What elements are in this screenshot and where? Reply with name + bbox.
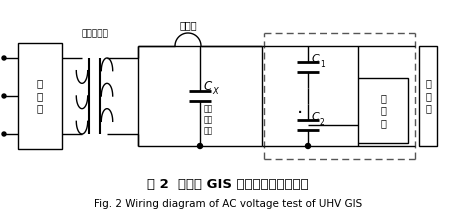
Text: C: C [312, 112, 320, 122]
Text: 励磁变压器: 励磁变压器 [81, 29, 108, 38]
Circle shape [305, 144, 310, 149]
Text: ·: · [297, 103, 303, 123]
Text: 试品
对地
电容: 试品 对地 电容 [204, 104, 213, 135]
Text: 图 2  特高压 GIS 交流耐压试验接线图: 图 2 特高压 GIS 交流耐压试验接线图 [147, 177, 309, 190]
Circle shape [2, 94, 6, 98]
Text: 电抗器: 电抗器 [179, 20, 197, 30]
Circle shape [2, 56, 6, 60]
Text: X: X [212, 86, 218, 95]
Text: 控
制
台: 控 制 台 [380, 93, 386, 128]
Text: C: C [312, 54, 320, 64]
Circle shape [2, 132, 6, 136]
Bar [419, 46, 437, 146]
Text: C: C [204, 80, 212, 93]
Bar [358, 78, 408, 143]
Text: 1: 1 [320, 60, 325, 69]
Text: Fig. 2 Wiring diagram of AC voltage test of UHV GIS: Fig. 2 Wiring diagram of AC voltage test… [94, 199, 362, 209]
Text: 2: 2 [320, 118, 325, 127]
Bar [18, 43, 62, 149]
Circle shape [197, 144, 202, 149]
Text: 分
压
器: 分 压 器 [425, 79, 431, 113]
Text: 变
频
柜: 变 频 柜 [37, 79, 43, 113]
